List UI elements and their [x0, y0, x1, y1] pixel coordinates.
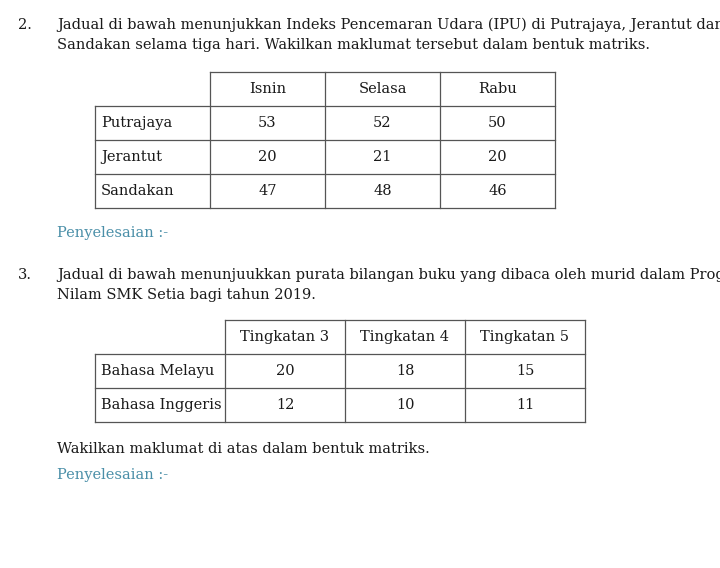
Text: 53: 53	[258, 116, 276, 130]
Text: 11: 11	[516, 398, 534, 412]
Text: Rabu: Rabu	[478, 82, 517, 96]
Text: Selasa: Selasa	[359, 82, 407, 96]
Text: Bahasa Melayu: Bahasa Melayu	[101, 364, 215, 378]
Text: Isnin: Isnin	[249, 82, 286, 96]
Text: 3.: 3.	[18, 268, 32, 282]
Text: Penyelesaian :-: Penyelesaian :-	[57, 468, 168, 482]
Text: 15: 15	[516, 364, 534, 378]
Text: Jerantut: Jerantut	[101, 150, 162, 164]
Text: 12: 12	[276, 398, 294, 412]
Text: Sandakan selama tiga hari. Wakilkan maklumat tersebut dalam bentuk matriks.: Sandakan selama tiga hari. Wakilkan makl…	[57, 38, 650, 52]
Text: Bahasa Inggeris: Bahasa Inggeris	[101, 398, 222, 412]
Text: 18: 18	[396, 364, 414, 378]
Text: Sandakan: Sandakan	[101, 184, 175, 198]
Text: Jadual di bawah menunjuukkan purata bilangan buku yang dibaca oleh murid dalam P: Jadual di bawah menunjuukkan purata bila…	[57, 268, 720, 282]
Text: Wakilkan maklumat di atas dalam bentuk matriks.: Wakilkan maklumat di atas dalam bentuk m…	[57, 442, 430, 456]
Text: Tingkatan 5: Tingkatan 5	[480, 330, 570, 344]
Text: Nilam SMK Setia bagi tahun 2019.: Nilam SMK Setia bagi tahun 2019.	[57, 288, 316, 302]
Text: 20: 20	[258, 150, 276, 164]
Text: Tingkatan 3: Tingkatan 3	[240, 330, 330, 344]
Text: Jadual di bawah menunjukkan Indeks Pencemaran Udara (IPU) di Putrajaya, Jerantut: Jadual di bawah menunjukkan Indeks Pence…	[57, 18, 720, 32]
Text: 21: 21	[373, 150, 392, 164]
Text: 2.: 2.	[18, 18, 32, 32]
Text: Penyelesaian :-: Penyelesaian :-	[57, 226, 168, 240]
Text: 50: 50	[488, 116, 507, 130]
Text: 10: 10	[396, 398, 414, 412]
Text: 20: 20	[488, 150, 507, 164]
Text: 20: 20	[276, 364, 294, 378]
Text: Putrajaya: Putrajaya	[101, 116, 172, 130]
Text: 48: 48	[373, 184, 392, 198]
Text: Tingkatan 4: Tingkatan 4	[361, 330, 449, 344]
Text: 52: 52	[373, 116, 392, 130]
Text: 46: 46	[488, 184, 507, 198]
Text: 47: 47	[258, 184, 276, 198]
